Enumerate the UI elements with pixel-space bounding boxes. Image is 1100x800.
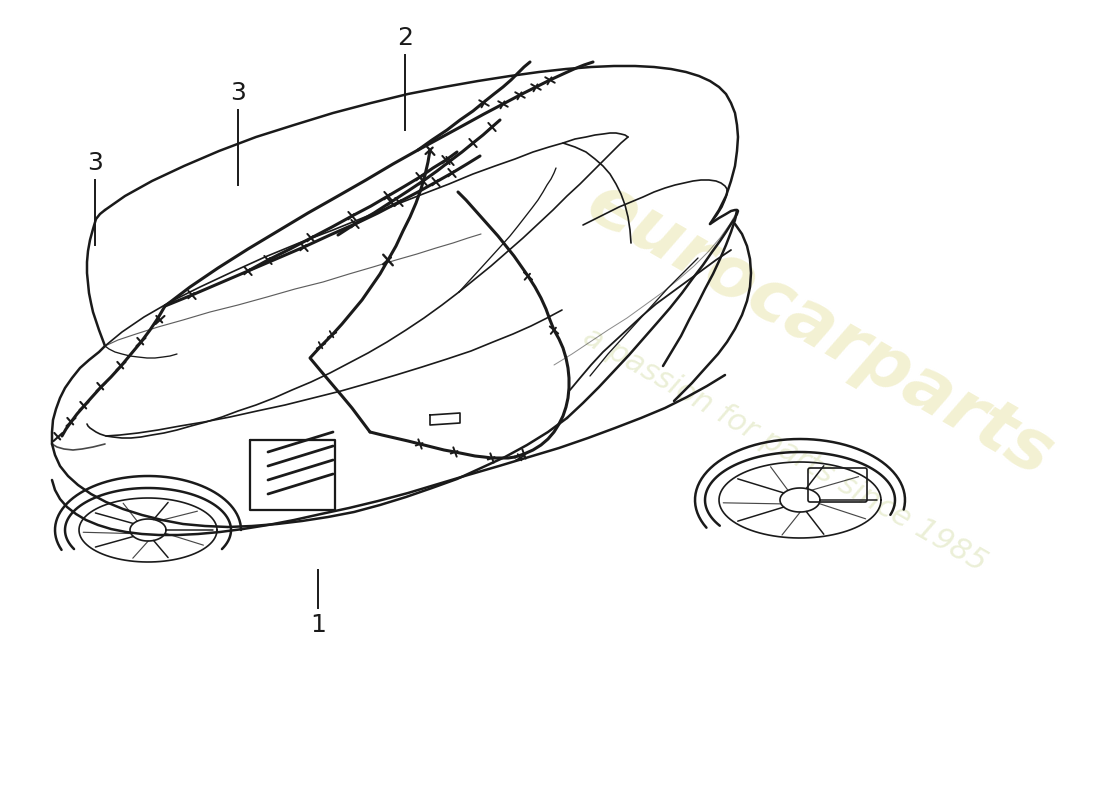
- Text: 2: 2: [397, 26, 412, 50]
- Text: 3: 3: [230, 81, 246, 105]
- Text: eurocarparts: eurocarparts: [575, 169, 1065, 491]
- Text: 3: 3: [87, 151, 103, 175]
- Text: 1: 1: [310, 613, 326, 637]
- Text: a passion for parts since 1985: a passion for parts since 1985: [579, 322, 992, 578]
